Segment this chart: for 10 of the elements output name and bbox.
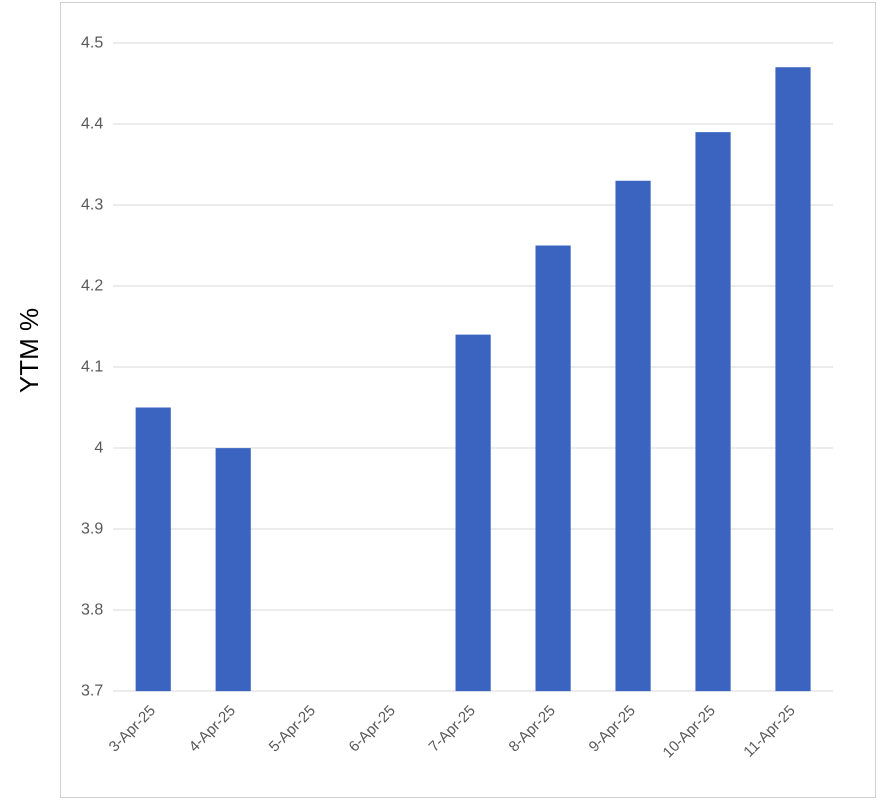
y-tick-label: 4 — [94, 439, 104, 456]
y-tick-label: 4.1 — [80, 358, 104, 376]
y-tick-label: 4.3 — [80, 196, 104, 214]
y-tick-label: 4.4 — [80, 115, 104, 132]
y-tick-label: 3.7 — [80, 682, 104, 700]
y-tick-label: 4.5 — [80, 34, 104, 52]
y-tick-label: 3.8 — [80, 602, 104, 618]
y-tick-label: 3.9 — [80, 520, 104, 538]
y-axis-title: YTM % — [14, 307, 46, 393]
y-tick-label: 4.2 — [80, 277, 104, 294]
